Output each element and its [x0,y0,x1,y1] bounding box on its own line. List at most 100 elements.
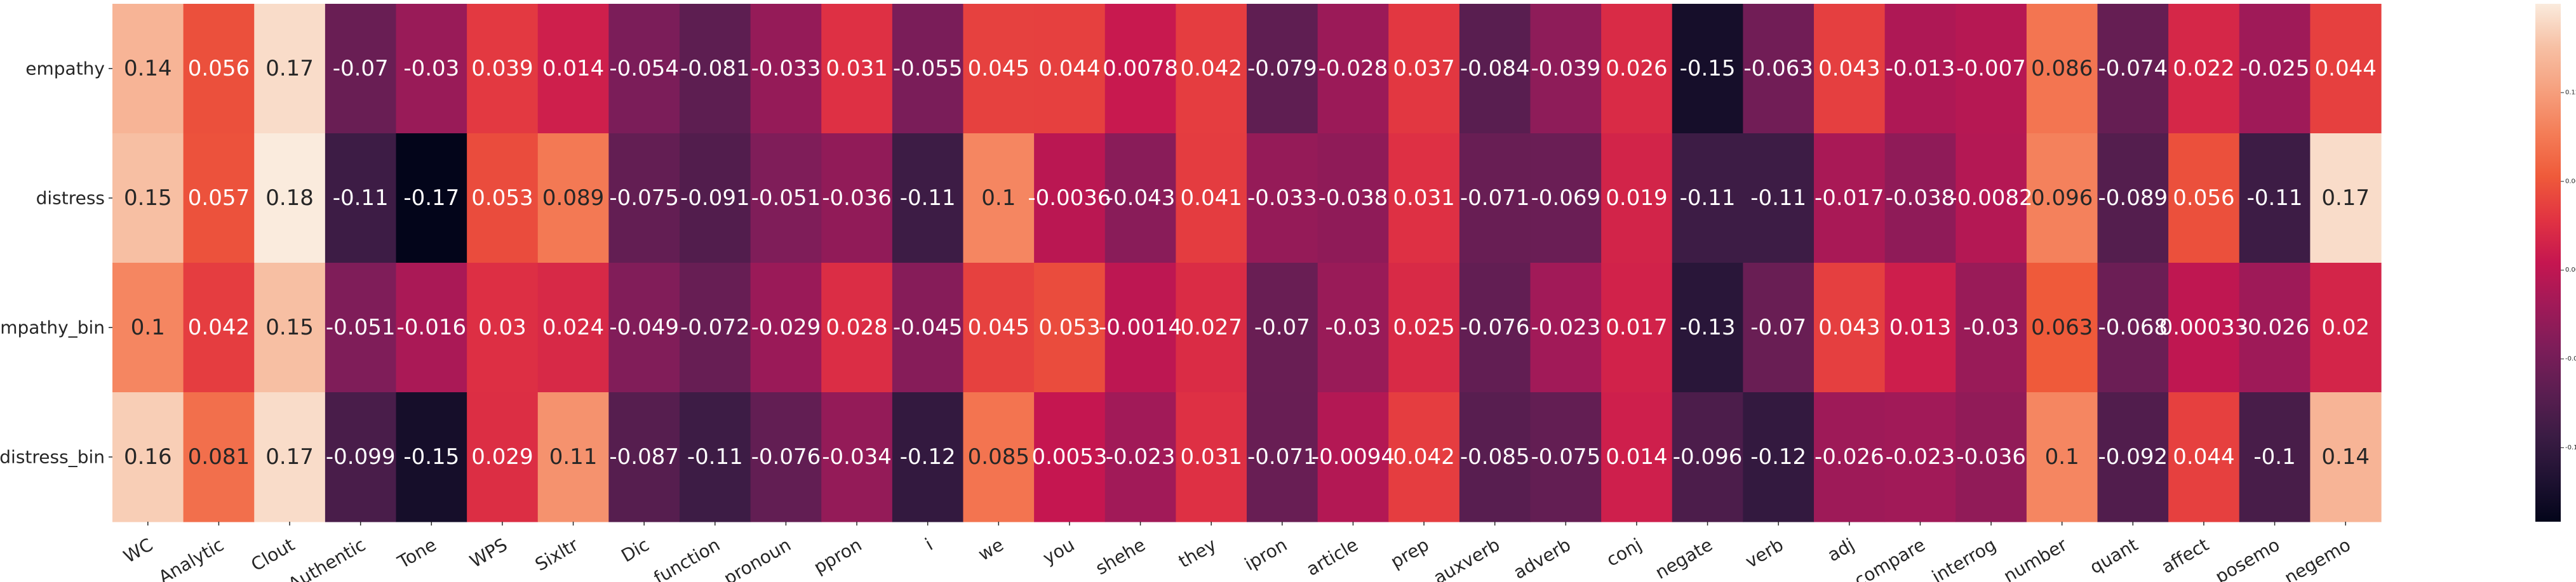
heatmap-cell-distress_bin-interrog [1955,392,2027,522]
heatmap-cell-distress_bin-Dic [608,392,680,522]
column-label-negate: negate [1652,534,1716,582]
cell-value-label: 0.044 [2315,56,2377,81]
heatmap-cell-distress-WC [112,133,184,263]
heatmap-cell-distress_bin-affect [2168,392,2240,522]
heatmap-cell-distress-we [963,133,1035,263]
heatmap-cell-empathy-prep [1388,4,1460,134]
cell-value-label: -0.045 [893,315,963,340]
heatmap-cell-distress-negemo [2310,133,2382,263]
cell-value-label: -0.076 [751,444,821,470]
cell-value-label: 0.18 [265,185,314,211]
heatmap-cell-empathy-i [892,4,964,134]
heatmap-cell-distress_bin-they [1176,392,1247,522]
cell-value-label: 0.053 [471,185,533,211]
heatmap-cell-distress_bin-quant [2097,392,2169,522]
cell-value-label: -0.11 [333,185,389,211]
column-label-prep: prep [1387,534,1433,572]
heatmap-cell-distress_bin-pronoun [750,392,822,522]
heatmap-cell-empathy_bin-quant [2097,263,2169,393]
heatmap-cell-empathy_bin-we [963,263,1035,393]
cell-value-label: 0.086 [2031,56,2093,81]
cell-value-label: 0.013 [1889,315,1951,340]
heatmap-cell-distress_bin-verb [1743,392,1815,522]
heatmap-cell-distress-number [2026,133,2098,263]
heatmap-cell-empathy_bin-Dic [608,263,680,393]
cell-value-label: 0.045 [968,56,1030,81]
heatmap-cell-distress_bin-compare [1884,392,1956,522]
column-label-number: number [2000,534,2071,582]
cell-value-label: 0.1 [2045,444,2079,470]
heatmap-cell-empathy_bin-function [680,263,751,393]
heatmap-cell-empathy-they [1176,4,1247,134]
cell-value-label: -0.099 [326,444,396,470]
heatmap-cell-distress-Dic [608,133,680,263]
heatmap-cell-empathy_bin-prep [1388,263,1460,393]
cell-value-label: -0.085 [1460,444,1530,470]
heatmap-cell-distress_bin-i [892,392,964,522]
column-label-Dic: Dic [617,534,652,566]
heatmap-cell-empathy-auxverb [1459,4,1531,134]
heatmap-cell-empathy_bin-negate [1672,263,1743,393]
cell-value-label: -0.089 [2098,185,2168,211]
cell-value-label: -0.0036 [1028,185,1111,211]
cell-value-label: 0.17 [265,56,314,81]
heatmap-cell-empathy_bin-auxverb [1459,263,1531,393]
heatmap-cell-empathy_bin-article [1317,263,1389,393]
cell-value-label: 0.081 [188,444,250,470]
cell-value-label: -0.074 [2098,56,2168,81]
column-label-negemo: negemo [2281,534,2354,582]
cell-value-label: 0.0053 [1031,444,1107,470]
cell-value-label: 0.031 [1393,185,1454,211]
heatmap-cell-empathy-we [963,4,1035,134]
cell-value-label: 0.057 [188,185,250,211]
heatmap-cell-distress_bin-Tone [396,392,467,522]
column-label-WC: WC [120,534,156,567]
heatmap-cell-distress-article [1317,133,1389,263]
cell-value-label: -0.029 [751,315,821,340]
cell-value-label: -0.033 [751,56,821,81]
column-label-auxverb: auxverb [1430,534,1503,582]
heatmap-cell-empathy-Dic [608,4,680,134]
cell-value-label: 0.037 [1393,56,1454,81]
cell-value-label: -0.0094 [1311,444,1395,470]
cell-value-label: -0.025 [2240,56,2310,81]
cell-value-label: 0.00033 [2159,315,2249,340]
heatmap-cell-distress_bin-conj [1601,392,1673,522]
heatmap-cell-empathy-shehe [1104,4,1176,134]
heatmap-cell-distress_bin-negemo [2310,392,2382,522]
cell-value-label: 0.028 [826,315,887,340]
column-label-adverb: adverb [1510,534,1574,582]
column-label-ipron: ipron [1241,534,1291,574]
cell-value-label: -0.03 [1963,315,2019,340]
heatmap-cell-empathy-Sixltr [537,4,609,134]
colorbar-ticks: -0.12 -0.06 0.00 0.06 0.12 [2561,89,2576,451]
cell-value-label: 0.056 [188,56,250,81]
heatmap-cell-distress_bin-prep [1388,392,1460,522]
heatmap-cell-distress-interrog [1955,133,2027,263]
column-label-interrog: interrog [1928,534,1999,582]
cell-value-label: -0.07 [1254,315,1310,340]
cell-value-label: -0.023 [1886,444,1955,470]
heatmap-cell-empathy-interrog [1955,4,2027,134]
heatmap-cell-distress-Authentic [325,133,397,263]
cell-value-label: 0.026 [1606,56,1667,81]
cell-value-label: -0.071 [1460,185,1530,211]
cell-value-label: 0.025 [1393,315,1454,340]
column-label-Clout: Clout [248,534,299,575]
cell-value-label: 0.11 [549,444,598,470]
heatmap-cell-empathy_bin-adverb [1530,263,1602,393]
cell-value-label: -0.13 [1680,315,1736,340]
cell-value-label: 0.024 [542,315,604,340]
cell-value-label: 0.14 [2321,444,2370,470]
heatmap-cell-empathy_bin-affect [2168,263,2240,393]
heatmap-cell-empathy-WC [112,4,184,134]
heatmap-cell-empathy-ipron [1247,4,1318,134]
cell-value-label: -0.11 [687,444,743,470]
cell-value-label: 0.014 [542,56,604,81]
heatmap-cell-distress-function [680,133,751,263]
cell-value-label: -0.023 [1106,444,1176,470]
cell-value-label: -0.013 [1886,56,1955,81]
heatmap-cell-empathy-adj [1814,4,1886,134]
colorbar-tick-label: 0.06 [2565,178,2576,185]
